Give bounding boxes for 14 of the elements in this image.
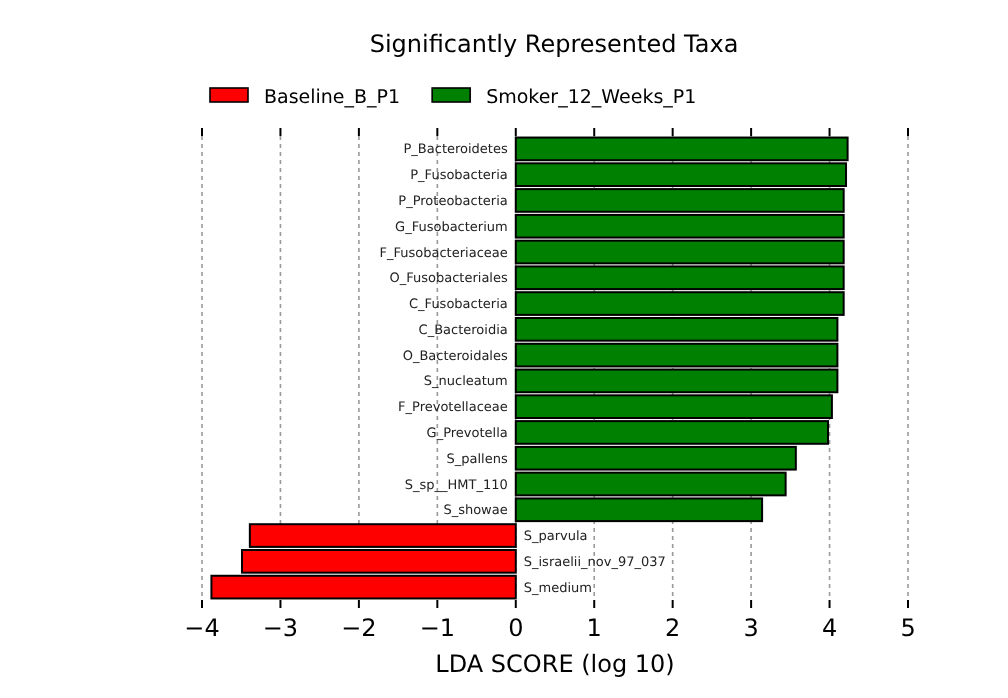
x-tick-label: 2: [665, 613, 681, 642]
x-tick-label: 4: [821, 613, 838, 642]
x-axis-title: LDA SCORE (log 10): [435, 650, 675, 678]
x-tick-label: 1: [586, 613, 602, 642]
x-tick-label: −3: [262, 613, 299, 642]
chart-title: Significantly Represented Taxa: [369, 30, 739, 58]
x-tick-label: −1: [419, 613, 456, 642]
legend-label: Smoker_12_Weeks_P1: [486, 86, 697, 109]
x-tick-label: 5: [900, 613, 916, 642]
x-tick-label: −4: [184, 613, 220, 642]
legend-label: Baseline_B_P1: [264, 86, 401, 109]
x-tick-label: 3: [743, 613, 759, 642]
x-tick-label: −2: [341, 613, 377, 642]
x-tick-label: 0: [508, 613, 524, 642]
